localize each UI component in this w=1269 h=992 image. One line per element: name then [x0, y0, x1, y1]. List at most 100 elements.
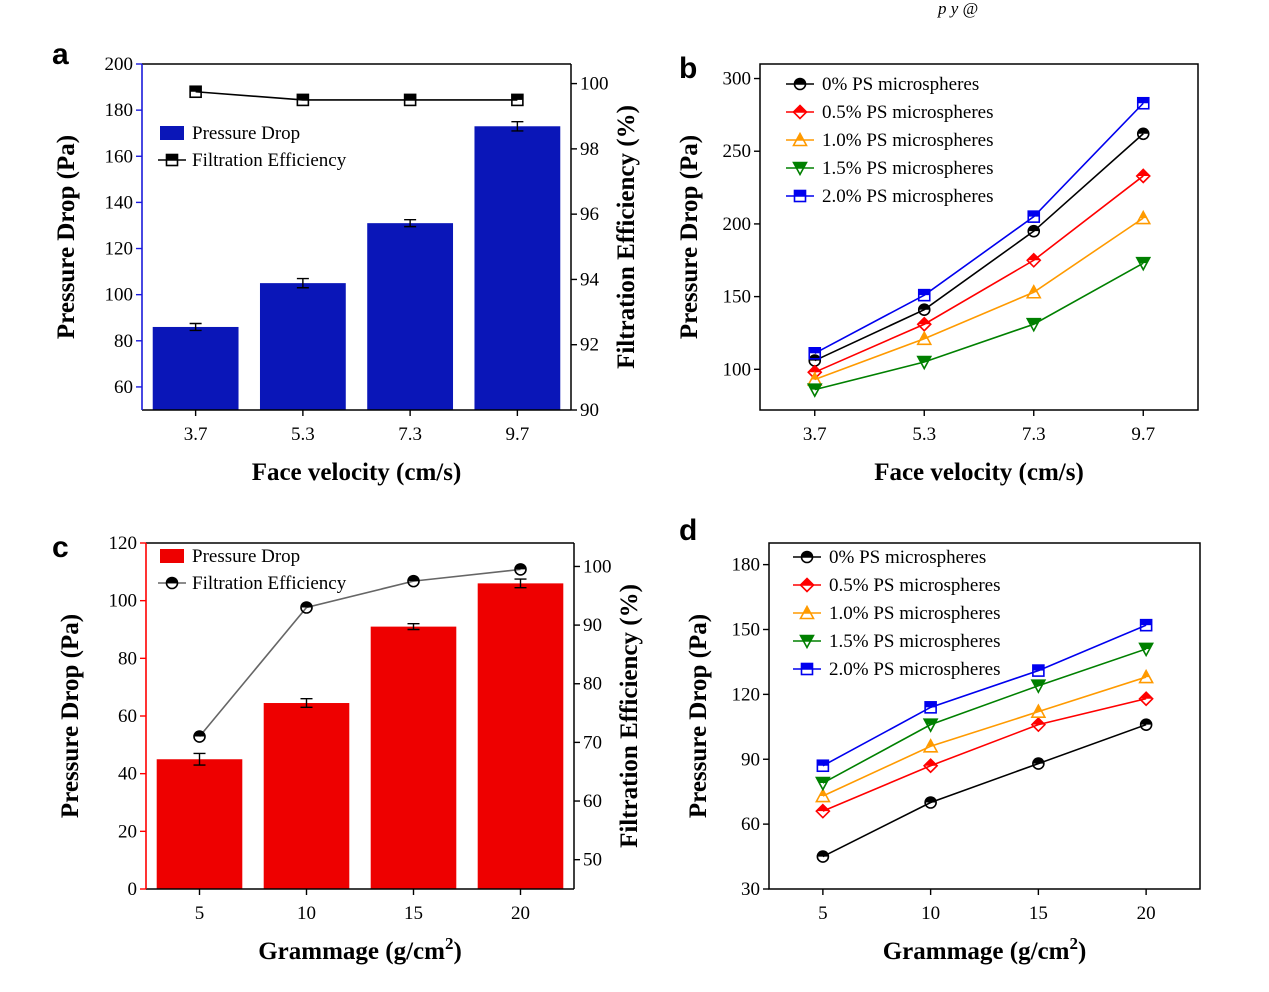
series-2-point-15 — [1030, 703, 1047, 718]
legend-marker-fill — [796, 133, 804, 140]
legend-label: 2.0% PS microspheres — [829, 659, 1001, 680]
series-4-point-7.3-fill — [1028, 211, 1040, 217]
series-0-point-5-fill — [817, 851, 829, 857]
series-2-point-5 — [815, 787, 831, 803]
series-line-2 — [814, 217, 1144, 381]
series-0-point-15-fill — [1032, 758, 1044, 764]
series-3-point-3.7-fill — [808, 384, 822, 390]
left-y-axis-title: Pressure Drop (Pa) — [53, 135, 80, 339]
y-tick-label: 30 — [741, 879, 760, 900]
series-4-point-5-fill — [817, 760, 829, 766]
legend-marker-fill — [166, 154, 178, 160]
series-2-point-7.3 — [1025, 284, 1042, 299]
bar-5.3 — [259, 283, 346, 410]
x-tick-label: 15 — [1029, 903, 1048, 924]
legend-label: 1.0% PS microspheres — [829, 603, 1001, 624]
bar-10 — [263, 703, 350, 889]
x-tick-label: 9.7 — [506, 424, 530, 445]
efficiency-point-9.7-fill — [511, 94, 523, 100]
legend-label: 1.0% PS microspheres — [822, 130, 994, 151]
series-1-point-20 — [1138, 691, 1154, 707]
legend-marker-fill — [794, 190, 806, 196]
right-tick-label: 60 — [583, 791, 602, 812]
series-2-point-10-fill — [927, 739, 934, 747]
legend-label: 0.5% PS microspheres — [829, 575, 1001, 596]
y-tick-label: 150 — [723, 287, 752, 308]
series-2-point-7.3-fill — [1030, 285, 1037, 293]
series-line-1 — [822, 697, 1147, 812]
right-tick-label: 98 — [580, 139, 599, 160]
error-bar-3.7 — [189, 322, 202, 332]
left-tick-label: 120 — [109, 533, 138, 554]
series-3-point-20-fill — [1139, 643, 1153, 649]
y-axis-title: Pressure Drop (Pa) — [685, 614, 712, 818]
right-y-axis-title: Filtration Efficiency (%) — [616, 584, 643, 848]
series-0-point-5.3-fill — [918, 304, 930, 310]
error-bar-9.7 — [511, 120, 524, 132]
page-header-fragment: p y @ — [937, 0, 978, 18]
series-4-point-3.7-fill — [809, 347, 821, 354]
right-tick-label: 90 — [580, 400, 599, 421]
series-3-point-5.3-fill — [917, 356, 931, 363]
right-tick-label: 100 — [580, 74, 609, 95]
series-0-point-9.7-fill — [1137, 128, 1149, 134]
chart-panel-d: d 30 60 90 120 150 180 5 10 15 20 Grammage (g/cm2) P… — [679, 514, 1201, 965]
y-tick-label: 60 — [741, 814, 760, 835]
legend-marker-fill — [801, 551, 813, 557]
left-tick-label: 0 — [128, 879, 138, 900]
series-1-point-15-fill — [1031, 718, 1045, 725]
panel-label: d — [679, 514, 697, 547]
efficiency-point-3.7-fill — [190, 86, 202, 92]
left-tick-label: 100 — [109, 591, 138, 612]
series-2-point-5-fill — [819, 789, 827, 797]
bar-3.7 — [152, 326, 239, 410]
left-tick-label: 200 — [105, 54, 134, 75]
series-3-point-7.3-fill — [1027, 318, 1041, 325]
series-4-point-15-fill — [1032, 665, 1044, 671]
series-2-point-9.7-fill — [1140, 211, 1147, 219]
right-y-axis-title: Filtration Efficiency (%) — [613, 105, 640, 369]
bar-5 — [156, 759, 243, 889]
error-bar-10 — [300, 698, 313, 709]
series-1-point-3.7-fill — [808, 365, 822, 373]
left-tick-label: 60 — [114, 377, 133, 398]
x-tick-label: 20 — [511, 903, 530, 924]
legend-marker — [792, 131, 808, 147]
efficiency-line — [198, 568, 521, 738]
series-1-point-20-fill — [1139, 692, 1153, 699]
panel-label: c — [52, 531, 69, 564]
legend-bar-swatch — [160, 549, 184, 563]
right-tick-label: 100 — [583, 556, 612, 577]
x-tick-label: 15 — [404, 903, 423, 924]
x-axis-title: Face velocity (cm/s) — [874, 459, 1084, 486]
efficiency-point-7.3-fill — [404, 94, 416, 100]
plot-frame — [768, 542, 1201, 890]
y-tick-label: 180 — [732, 555, 761, 576]
series-2-point-20-fill — [1142, 670, 1150, 678]
legend-marker-fill — [800, 635, 814, 641]
x-axis-title: Face velocity (cm/s) — [252, 459, 462, 486]
efficiency-line — [195, 90, 518, 101]
error-bar-20 — [514, 578, 527, 589]
series-4-point-9.7-fill — [1137, 97, 1149, 104]
y-tick-label: 90 — [741, 749, 760, 770]
legend-marker-fill — [800, 578, 814, 585]
series-2-point-5.3 — [916, 330, 933, 346]
x-tick-label: 10 — [921, 903, 940, 924]
series-1-point-5.3-fill — [917, 317, 931, 325]
chart-panel-a: a 60 80 100 120 140 160 180 200 90 92 94 96 98 100 3.7 5… — [52, 38, 640, 486]
left-tick-label: 100 — [105, 285, 134, 306]
efficiency-point-5.3-fill — [297, 94, 309, 100]
chart-panel-b: b 100 150 200 250 300 3.7 5.3 7.3 9.7 Face velocit… — [676, 52, 1199, 486]
legend-marker-fill — [794, 78, 806, 84]
panel-label: a — [52, 38, 69, 71]
series-line-4 — [822, 624, 1147, 767]
x-tick-label: 3.7 — [184, 424, 208, 445]
efficiency-point-20-fill — [515, 563, 526, 570]
left-tick-label: 140 — [105, 192, 134, 213]
legend-bar-swatch — [160, 126, 184, 140]
series-line-2 — [822, 676, 1147, 797]
series-3-point-10-fill — [924, 719, 938, 725]
y-tick-label: 200 — [723, 214, 752, 235]
